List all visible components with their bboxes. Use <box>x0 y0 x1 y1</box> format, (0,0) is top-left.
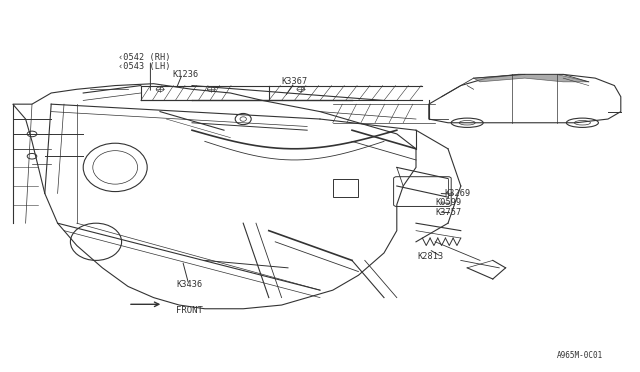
Text: K3269: K3269 <box>445 189 471 198</box>
Polygon shape <box>474 74 589 82</box>
Text: K3436: K3436 <box>176 280 202 289</box>
Text: K1236: K1236 <box>173 70 199 79</box>
Text: K3757: K3757 <box>435 208 461 217</box>
Text: ‹0542 (RH): ‹0542 (RH) <box>118 53 171 62</box>
Text: K0599: K0599 <box>435 198 461 207</box>
Text: A965M-0C01: A965M-0C01 <box>557 351 603 360</box>
Text: FRONT: FRONT <box>176 306 203 315</box>
Text: K3367: K3367 <box>282 77 308 86</box>
Text: ‹0543 (LH): ‹0543 (LH) <box>118 62 171 71</box>
Text: K2813: K2813 <box>417 252 444 261</box>
